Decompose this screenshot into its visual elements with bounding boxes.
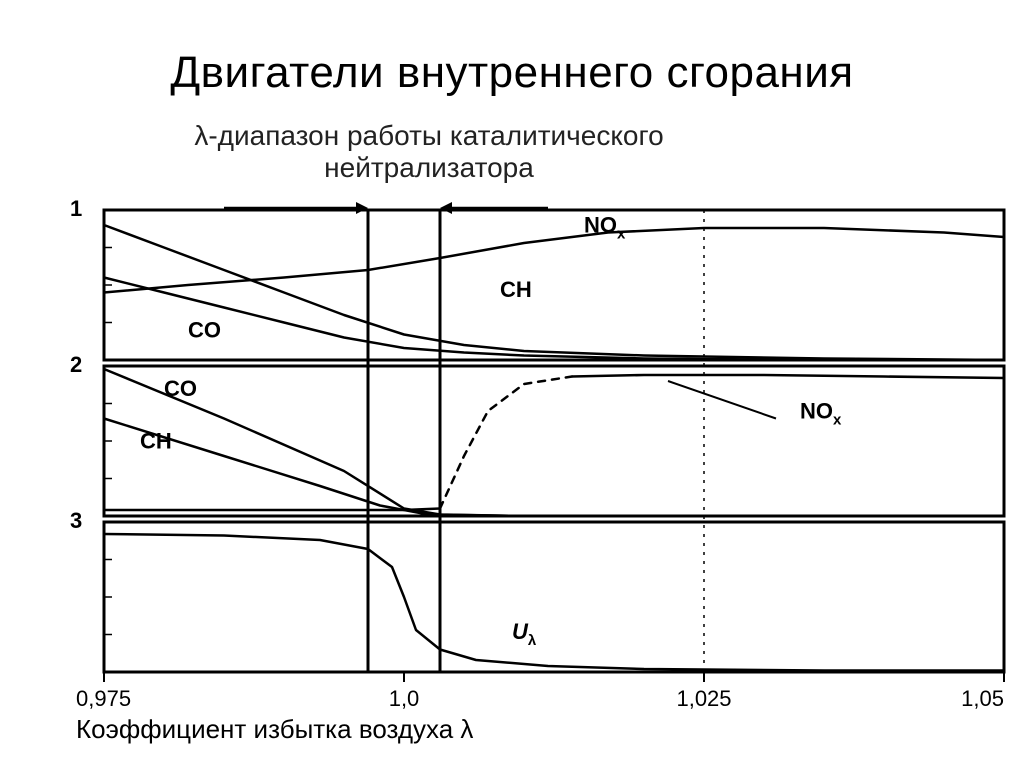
svg-text:CH: CH: [140, 429, 172, 454]
catalytic-chart: λ‑диапазон работы каталитического нейтра…: [14, 120, 1024, 760]
svg-text:1,05: 1,05: [961, 686, 1004, 711]
svg-text:2: 2: [70, 352, 82, 377]
chart-svg: 1 CO CH NOx 2 CO CH NOx 3 Uλ 0,975 1,0 1,025 1,05 Коэф…: [14, 190, 1024, 770]
svg-text:Коэффициент избытка воздуха λ: Коэффициент избытка воздуха λ: [76, 714, 473, 744]
svg-text:1,025: 1,025: [676, 686, 731, 711]
svg-text:1: 1: [70, 196, 82, 221]
svg-text:NOx: NOx: [584, 213, 626, 243]
svg-text:3: 3: [70, 508, 82, 533]
svg-text:1,0: 1,0: [389, 686, 420, 711]
chart-subtitle: λ‑диапазон работы каталитического нейтра…: [14, 120, 844, 184]
svg-text:NOx: NOx: [800, 399, 842, 429]
svg-text:Uλ: Uλ: [512, 619, 537, 649]
svg-text:CH: CH: [500, 277, 532, 302]
chart-subtitle-line2: нейтрализатора: [324, 152, 534, 183]
svg-text:CO: CO: [164, 376, 197, 401]
svg-text:CO: CO: [188, 318, 221, 343]
svg-text:0,975: 0,975: [76, 686, 131, 711]
page-title: Двигатели внутреннего сгорания: [0, 48, 1024, 98]
chart-subtitle-line1: λ‑диапазон работы каталитического: [194, 120, 663, 151]
